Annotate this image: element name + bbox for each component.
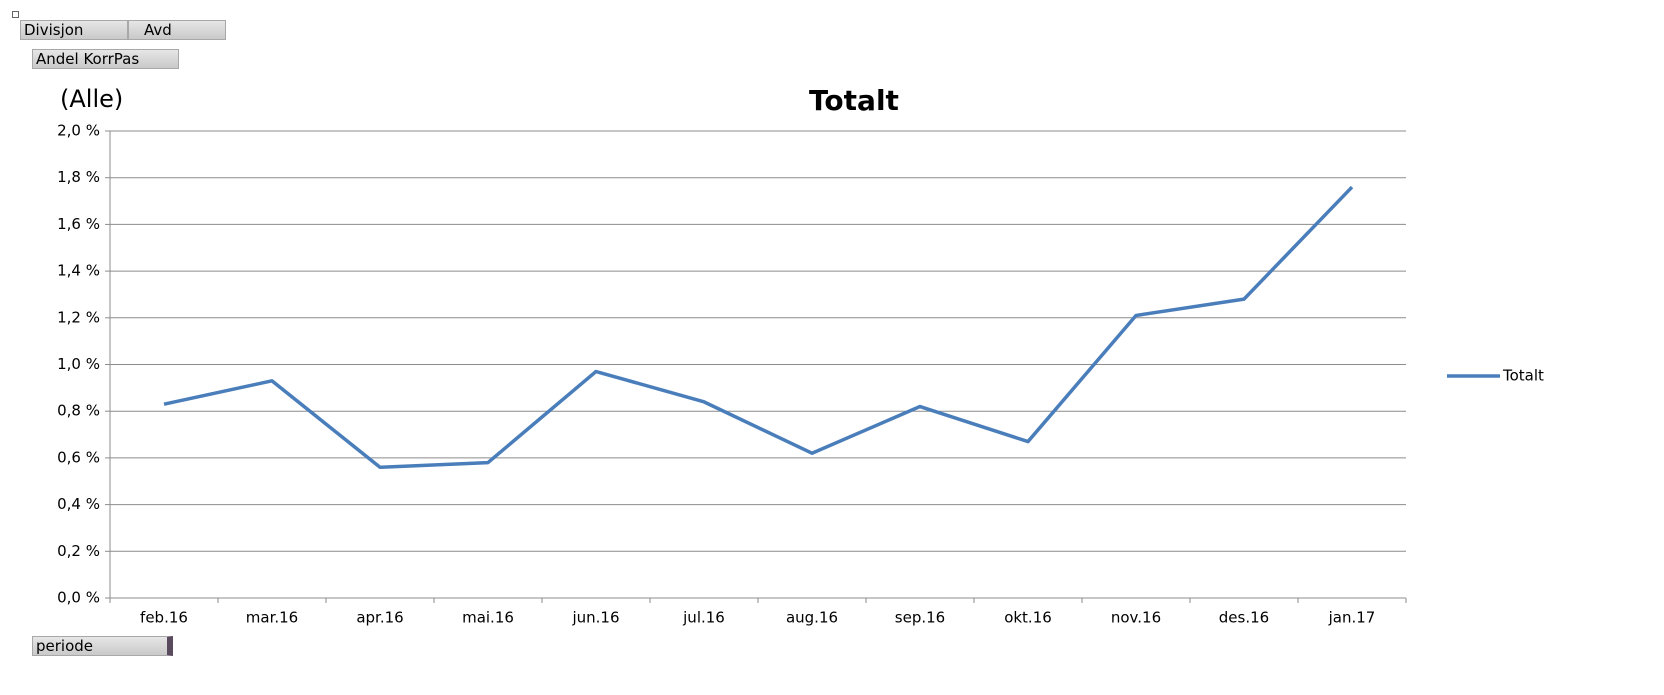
- filter-button[interactable]: Divisjon: [20, 20, 128, 40]
- x-tick-label: feb.16: [140, 609, 188, 627]
- y-tick-label: 1,4 %: [57, 262, 100, 280]
- axis-field-button[interactable]: periode: [32, 636, 173, 656]
- y-tick-label: 0,8 %: [57, 402, 100, 420]
- y-tick-label: 1,0 %: [57, 355, 100, 373]
- filter-button[interactable]: Avd: [128, 20, 226, 40]
- x-tick-label: okt.16: [1004, 609, 1052, 627]
- y-tick-label: 1,2 %: [57, 308, 100, 326]
- x-tick-label: apr.16: [356, 609, 403, 627]
- page-filter-label: (Alle): [60, 85, 123, 113]
- x-tick-label: aug.16: [786, 609, 838, 627]
- data-line: [163, 185, 1354, 469]
- x-tick-label: jun.16: [571, 609, 619, 627]
- chart-title: Totalt: [809, 84, 899, 117]
- y-tick-label: 1,6 %: [57, 215, 100, 233]
- x-tick-label: sep.16: [895, 609, 945, 627]
- corner-box: [12, 11, 19, 18]
- x-tick-label: jan.17: [1328, 609, 1376, 627]
- data-field-button[interactable]: Andel KorrPas: [32, 49, 179, 69]
- x-tick-label: des.16: [1219, 609, 1269, 627]
- y-tick-label: 1,8 %: [57, 168, 100, 186]
- y-tick-label: 0,0 %: [57, 589, 100, 607]
- y-tick-label: 0,2 %: [57, 542, 100, 560]
- legend-label: Totalt: [1502, 367, 1544, 385]
- y-tick-label: 2,0 %: [57, 122, 100, 140]
- y-tick-label: 0,6 %: [57, 448, 100, 466]
- x-tick-label: mai.16: [462, 609, 514, 627]
- x-tick-label: nov.16: [1111, 609, 1161, 627]
- x-tick-label: mar.16: [246, 609, 298, 627]
- x-tick-label: jul.16: [682, 609, 725, 627]
- y-tick-label: 0,4 %: [57, 495, 100, 513]
